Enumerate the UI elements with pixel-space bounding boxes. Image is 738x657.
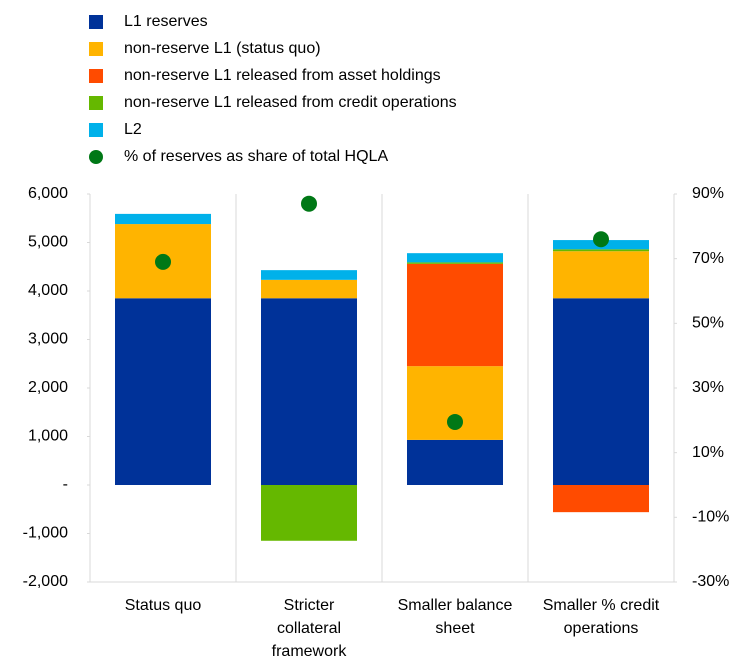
legend-label: L2 — [124, 121, 142, 138]
x-tick-label: Stricter collateral framework — [272, 597, 348, 657]
legend-label: L1 reserves — [124, 13, 208, 30]
bar-segment — [261, 279, 357, 299]
legend-swatch — [89, 96, 103, 110]
y2-tick-label: -30% — [692, 573, 729, 590]
bar-segment — [261, 270, 357, 280]
y-tick-label: 5,000 — [28, 234, 68, 251]
legend-label: non-reserve L1 (status quo) — [124, 40, 321, 57]
marker — [447, 413, 463, 430]
y-tick-label: 2,000 — [28, 379, 68, 396]
y-tick-label: 1,000 — [28, 428, 68, 445]
legend-swatch — [89, 15, 103, 29]
bar-segment — [115, 298, 211, 485]
x-tick-label: Status quo — [125, 597, 202, 614]
marker — [301, 195, 317, 212]
y2-tick-label: 90% — [692, 185, 724, 202]
bar-segment — [407, 262, 503, 264]
bar-segment — [553, 249, 649, 252]
y2-tick-label: 30% — [692, 379, 724, 396]
y-tick-label: -2,000 — [23, 573, 68, 590]
y-tick-label: 6,000 — [28, 185, 68, 202]
bar-segment — [261, 485, 357, 541]
bar-segment — [261, 298, 357, 485]
bar-segment — [407, 263, 503, 367]
y2-tick-label: -10% — [692, 509, 729, 526]
y-tick-label: 3,000 — [28, 331, 68, 348]
bar-segment — [115, 213, 211, 225]
x-tick-label: Smaller % credit operations — [543, 597, 660, 637]
legend-swatch — [89, 123, 103, 137]
legend-label: non-reserve L1 released from asset holdi… — [124, 67, 441, 84]
bar-segment — [553, 485, 649, 513]
legend-swatch — [89, 42, 103, 56]
x-tick-label: Smaller balance sheet — [398, 597, 513, 637]
marker — [155, 253, 171, 270]
y-tick-label: -1,000 — [23, 525, 68, 542]
y-tick-label: - — [63, 476, 68, 493]
bar-segment — [553, 251, 649, 299]
legend-label: % of reserves as share of total HQLA — [124, 148, 388, 165]
bar-segment — [407, 253, 503, 263]
legend-marker — [89, 150, 103, 164]
y2-tick-label: 50% — [692, 315, 724, 332]
bar-segment — [553, 298, 649, 485]
marker — [593, 231, 609, 248]
y2-tick-label: 70% — [692, 250, 724, 267]
legend-swatch — [89, 69, 103, 83]
bar-segment — [407, 439, 503, 485]
legend-label: non-reserve L1 released from credit oper… — [124, 94, 457, 111]
y-tick-label: 4,000 — [28, 282, 68, 299]
y2-tick-label: 10% — [692, 444, 724, 461]
